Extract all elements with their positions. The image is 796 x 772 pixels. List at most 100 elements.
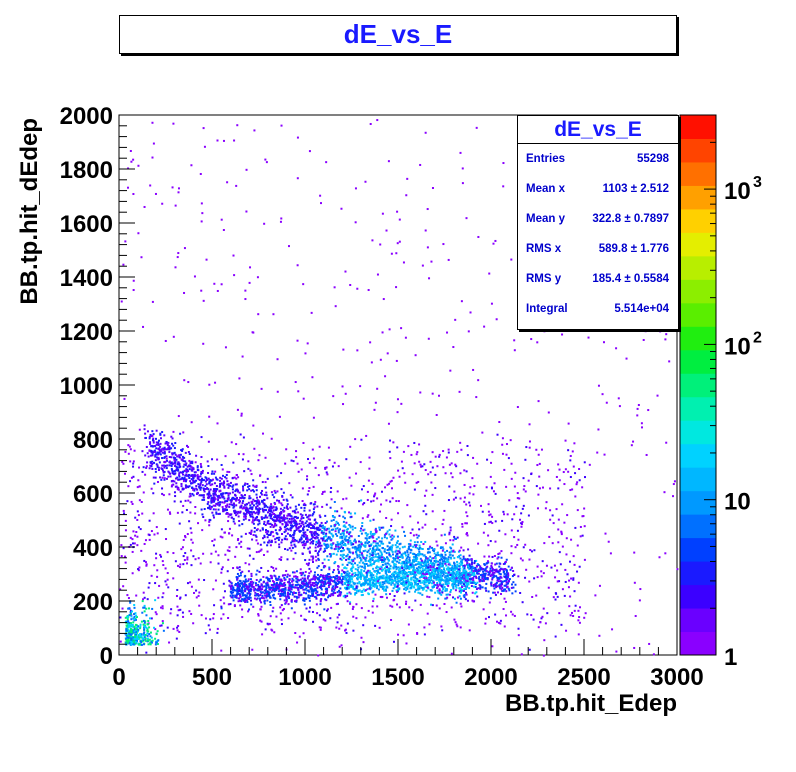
- data-point: [223, 497, 226, 500]
- data-point: [284, 595, 287, 598]
- data-point: [420, 575, 423, 578]
- data-point: [359, 551, 362, 554]
- data-point: [341, 569, 344, 572]
- data-point: [390, 583, 393, 586]
- data-point: [201, 471, 204, 474]
- data-point: [383, 548, 386, 551]
- data-point: [291, 510, 294, 513]
- data-point: [271, 589, 274, 592]
- data-point: [303, 509, 306, 512]
- data-point: [397, 500, 400, 503]
- data-point: [252, 504, 255, 507]
- data-point: [566, 573, 569, 576]
- data-point: [431, 586, 434, 589]
- data-point: [269, 596, 272, 599]
- data-point: [401, 562, 404, 565]
- data-point: [444, 472, 447, 475]
- data-point: [350, 575, 353, 578]
- data-point: [444, 572, 447, 575]
- data-point: [353, 546, 356, 549]
- data-point: [448, 531, 451, 534]
- data-point: [268, 580, 271, 583]
- data-point: [363, 578, 366, 581]
- data-point: [303, 591, 306, 594]
- data-point: [348, 583, 351, 586]
- data-point: [498, 562, 501, 565]
- data-point: [413, 544, 416, 547]
- data-point: [301, 580, 304, 583]
- data-point: [318, 540, 321, 543]
- data-point: [441, 590, 444, 593]
- data-point: [259, 590, 262, 593]
- data-point: [284, 462, 287, 465]
- data-point: [256, 508, 259, 511]
- data-point: [341, 529, 344, 532]
- data-point: [372, 545, 375, 548]
- data-point: [359, 461, 362, 464]
- data-point: [200, 436, 203, 439]
- data-point: [331, 580, 334, 583]
- data-point: [371, 550, 374, 553]
- data-point: [206, 478, 209, 481]
- data-point: [380, 561, 383, 564]
- data-point: [152, 437, 155, 440]
- data-point: [306, 589, 309, 592]
- data-point: [309, 570, 312, 573]
- data-point: [555, 475, 558, 478]
- data-point: [182, 460, 185, 463]
- data-point: [487, 561, 490, 564]
- data-point: [393, 558, 396, 561]
- data-point: [567, 586, 570, 589]
- data-point: [282, 574, 285, 577]
- data-point: [184, 480, 187, 483]
- data-point: [145, 466, 148, 469]
- data-point: [335, 582, 338, 585]
- data-point: [257, 513, 260, 516]
- data-point: [222, 596, 225, 599]
- data-point: [313, 511, 316, 514]
- data-point: [390, 525, 393, 528]
- data-point: [312, 512, 315, 515]
- data-point: [243, 582, 246, 585]
- data-point: [249, 513, 252, 516]
- data-point: [314, 549, 317, 552]
- data-point: [510, 529, 513, 532]
- data-point: [263, 503, 266, 506]
- data-point: [275, 615, 278, 618]
- data-point: [503, 513, 506, 516]
- data-point: [453, 568, 456, 571]
- data-point: [176, 564, 179, 567]
- data-point: [396, 446, 399, 449]
- data-point: [360, 532, 363, 535]
- data-point: [308, 550, 311, 553]
- data-point: [312, 592, 315, 595]
- data-point: [487, 571, 490, 574]
- data-point: [507, 457, 510, 460]
- data-point: [184, 451, 187, 454]
- data-point: [330, 528, 333, 531]
- data-point: [247, 485, 250, 488]
- data-point: [260, 596, 263, 599]
- data-point: [174, 442, 177, 445]
- data-point: [230, 500, 233, 503]
- data-point: [239, 500, 242, 503]
- data-point: [479, 566, 482, 569]
- data-point: [574, 495, 577, 498]
- data-point: [160, 606, 163, 609]
- data-point: [192, 476, 195, 479]
- data-point: [251, 538, 254, 541]
- data-point: [272, 569, 275, 572]
- data-point: [305, 520, 308, 523]
- data-point: [483, 563, 486, 566]
- data-point: [168, 493, 171, 496]
- data-point: [313, 582, 316, 585]
- data-point: [238, 589, 241, 592]
- data-point: [323, 535, 326, 538]
- data-point: [569, 614, 572, 617]
- data-point: [245, 599, 248, 602]
- data-point: [405, 571, 408, 574]
- data-point: [422, 565, 425, 568]
- data-point: [351, 575, 354, 578]
- data-point: [458, 578, 461, 581]
- data-point: [291, 580, 294, 583]
